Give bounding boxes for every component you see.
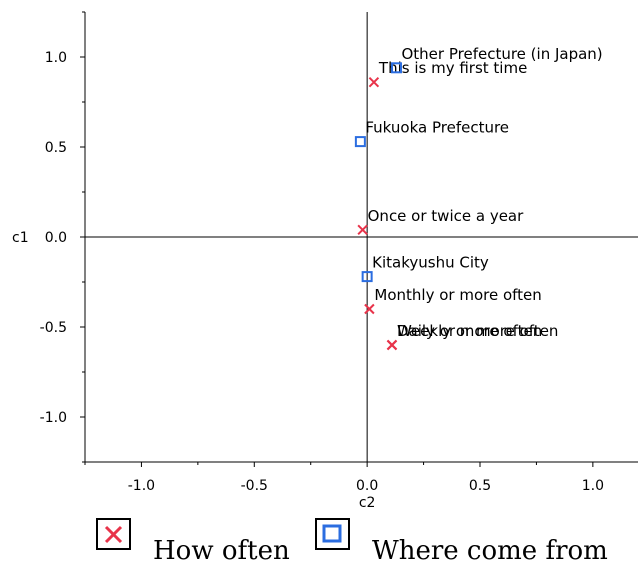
axis-ticks: -1.0 -0.5 0.0 0.5 1.0 1.0 0.5 0.0 -0.5 -1.0 c2 c1 [12, 11, 604, 511]
point-label: This is my first time [378, 59, 527, 77]
x-marker-stroke [357, 224, 368, 236]
y-tick-label: 0.0 [45, 230, 67, 246]
legend: How often Where come from [96, 518, 608, 562]
x-axis-title: c2 [359, 495, 376, 511]
square-marker [390, 62, 402, 74]
point-label: Kitakyushu City [372, 254, 489, 272]
x-tick-label: -0.5 [241, 478, 268, 494]
point-label: Monthly or more often [374, 286, 541, 304]
x-marker [368, 76, 380, 88]
x-tick-label: 0.5 [469, 478, 491, 494]
x-marker [357, 224, 368, 236]
y-tick-label: 1.0 [45, 50, 67, 66]
x-marker-stroke [386, 339, 398, 351]
y-axis-title: c1 [12, 230, 29, 246]
square-marker [361, 271, 373, 283]
legend-item-where-come-from: Where come from [315, 518, 608, 562]
point-label: Once or twice a year [368, 207, 524, 225]
legend-label: Where come from [372, 536, 608, 562]
x-marker [364, 303, 375, 315]
x-tick-label: 1.0 [582, 478, 604, 494]
point-label: Weekly or more often [397, 322, 558, 340]
plot-area [84, 12, 638, 463]
point-label: Other Prefecture (in Japan) [401, 45, 602, 63]
x-marker-stroke [364, 303, 375, 315]
y-tick-label: -0.5 [40, 320, 67, 336]
y-tick-label: -1.0 [40, 410, 67, 426]
x-marker-stroke [368, 76, 380, 88]
y-tick-label: 0.5 [45, 140, 67, 156]
data-points: This is my first time Once or twice a yea… [354, 45, 603, 351]
x-tick-label: -1.0 [128, 478, 155, 494]
legend-label: How often [153, 536, 290, 562]
legend-box [96, 518, 131, 550]
legend-box [315, 518, 350, 550]
legend-square [322, 524, 342, 543]
legend-x-stroke [104, 525, 123, 544]
square-marker [354, 136, 366, 148]
x-tick-label: 0.0 [356, 478, 378, 494]
x-marker [386, 339, 398, 351]
legend-item-how-often: How often [96, 518, 290, 562]
point-label: Daily or more often [397, 322, 542, 340]
point-label: Fukuoka Prefecture [365, 119, 509, 137]
